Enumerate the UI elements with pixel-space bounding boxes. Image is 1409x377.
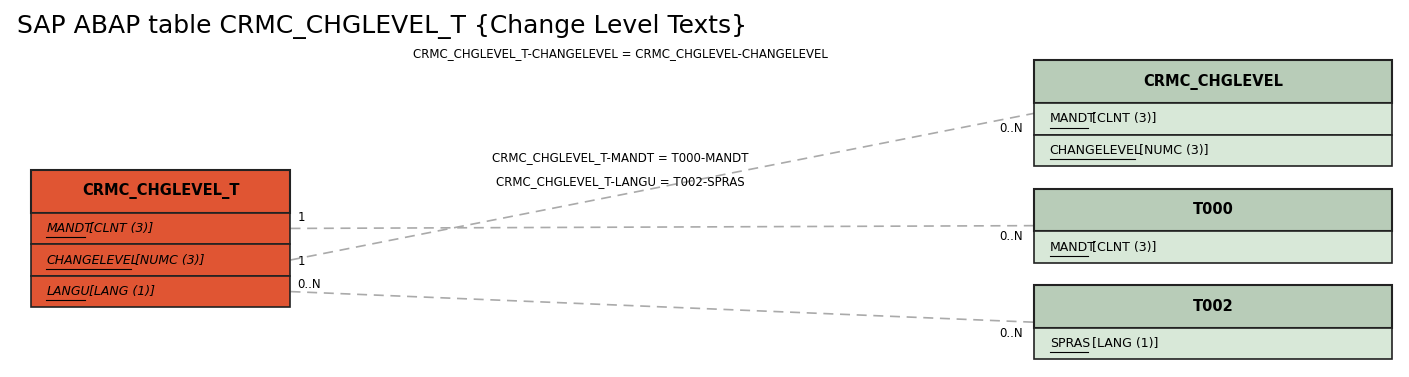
Text: CRMC_CHGLEVEL_T: CRMC_CHGLEVEL_T [82,183,240,199]
Text: MANDT: MANDT [1050,112,1096,126]
FancyBboxPatch shape [31,276,290,307]
Text: SAP ABAP table CRMC_CHGLEVEL_T {Change Level Texts}: SAP ABAP table CRMC_CHGLEVEL_T {Change L… [17,14,747,39]
Text: 1: 1 [297,255,304,268]
Text: [CLNT (3)]: [CLNT (3)] [1088,112,1157,126]
Text: CHANGELEVEL: CHANGELEVEL [1050,144,1141,157]
FancyBboxPatch shape [1034,328,1392,359]
Text: [NUMC (3)]: [NUMC (3)] [1134,144,1208,157]
Text: T000: T000 [1193,202,1234,218]
Text: [CLNT (3)]: [CLNT (3)] [1088,241,1157,253]
Text: 1: 1 [297,211,304,224]
FancyBboxPatch shape [1034,103,1392,135]
FancyBboxPatch shape [1034,188,1392,231]
Text: T002: T002 [1193,299,1234,314]
Text: 0..N: 0..N [297,277,321,291]
Text: CRMC_CHGLEVEL: CRMC_CHGLEVEL [1143,74,1284,90]
Text: CRMC_CHGLEVEL_T-LANGU = T002-SPRAS: CRMC_CHGLEVEL_T-LANGU = T002-SPRAS [496,176,744,188]
FancyBboxPatch shape [1034,135,1392,166]
FancyBboxPatch shape [31,244,290,276]
Text: MANDT: MANDT [1050,241,1096,253]
Text: MANDT: MANDT [46,222,92,235]
FancyBboxPatch shape [1034,285,1392,328]
Text: 0..N: 0..N [999,122,1023,135]
Text: 0..N: 0..N [999,230,1023,243]
FancyBboxPatch shape [1034,231,1392,263]
FancyBboxPatch shape [1034,60,1392,103]
FancyBboxPatch shape [31,213,290,244]
Text: [NUMC (3)]: [NUMC (3)] [131,253,204,267]
Text: SPRAS: SPRAS [1050,337,1091,350]
FancyBboxPatch shape [31,170,290,213]
Text: CRMC_CHGLEVEL_T-CHANGELEVEL = CRMC_CHGLEVEL-CHANGELEVEL: CRMC_CHGLEVEL_T-CHANGELEVEL = CRMC_CHGLE… [413,48,827,60]
Text: [LANG (1)]: [LANG (1)] [1088,337,1158,350]
Text: 0..N: 0..N [999,327,1023,340]
Text: CRMC_CHGLEVEL_T-MANDT = T000-MANDT: CRMC_CHGLEVEL_T-MANDT = T000-MANDT [492,151,748,164]
Text: [CLNT (3)]: [CLNT (3)] [85,222,154,235]
Text: CHANGELEVEL: CHANGELEVEL [46,253,138,267]
Text: LANGU: LANGU [46,285,90,298]
Text: [LANG (1)]: [LANG (1)] [85,285,155,298]
